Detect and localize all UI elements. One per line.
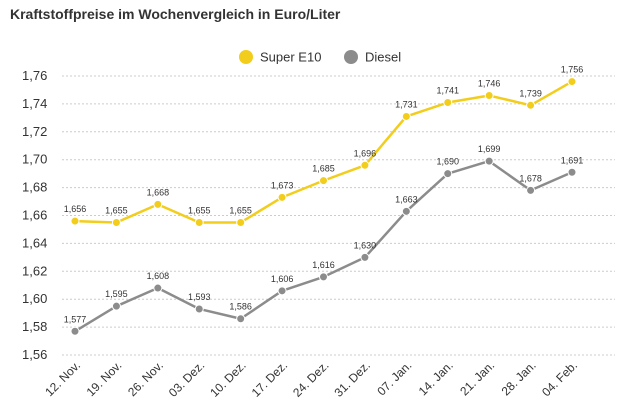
- data-point: [319, 272, 328, 282]
- y-tick-label: 1,68: [22, 180, 47, 195]
- x-tick-label: 04. Feb.: [539, 358, 580, 399]
- data-point: [484, 91, 494, 101]
- data-label: 1,616: [312, 260, 335, 270]
- data-label: 1,696: [354, 148, 377, 158]
- data-label: 1,577: [64, 314, 87, 324]
- data-label: 1,663: [395, 194, 418, 204]
- data-point: [277, 192, 287, 202]
- data-label: 1,586: [229, 302, 252, 312]
- data-point: [319, 176, 328, 186]
- data-point: [153, 199, 163, 209]
- data-point: [277, 286, 287, 296]
- data-point: [153, 283, 163, 293]
- data-point: [70, 216, 80, 226]
- data-label: 1,606: [271, 274, 294, 284]
- data-label: 1,690: [436, 157, 459, 167]
- data-point: [526, 100, 536, 110]
- data-label: 1,691: [561, 155, 584, 165]
- x-tick-label: 03. Dez.: [166, 358, 208, 400]
- data-label: 1,655: [105, 205, 128, 215]
- data-label: 1,656: [64, 204, 87, 214]
- data-point: [443, 169, 453, 179]
- data-label: 1,595: [105, 289, 128, 299]
- data-label: 1,678: [519, 173, 542, 183]
- x-tick-label: 17. Dez.: [249, 358, 291, 400]
- x-tick-label: 19. Nov.: [84, 358, 125, 399]
- data-point: [236, 217, 246, 227]
- x-tick-label: 10. Dez.: [207, 358, 249, 400]
- data-label: 1,655: [188, 205, 211, 215]
- data-point: [70, 326, 80, 336]
- data-label: 1,673: [271, 180, 294, 190]
- data-label: 1,668: [147, 187, 170, 197]
- data-point: [236, 314, 246, 324]
- data-label: 1,741: [436, 86, 459, 96]
- y-tick-label: 1,56: [22, 347, 47, 362]
- y-tick-label: 1,58: [22, 319, 47, 334]
- x-tick-label: 14. Jan.: [416, 358, 456, 398]
- data-point: [111, 217, 121, 227]
- x-tick-label: 21. Jan.: [457, 358, 497, 398]
- data-label: 1,756: [561, 65, 584, 75]
- x-tick-label: 07. Jan.: [374, 358, 414, 398]
- data-point: [194, 217, 204, 227]
- data-label: 1,630: [354, 240, 377, 250]
- legend-marker: [344, 50, 358, 64]
- data-point: [484, 156, 494, 166]
- x-tick-label: 31. Dez.: [332, 358, 374, 400]
- data-label: 1,731: [395, 99, 418, 109]
- chart-title: Kraftstoffpreise im Wochenvergleich in E…: [10, 6, 341, 22]
- y-tick-label: 1,72: [22, 124, 47, 139]
- legend-label: Super E10: [260, 50, 321, 65]
- x-tick-label: 24. Dez.: [290, 358, 332, 400]
- data-point: [443, 98, 453, 108]
- data-point: [401, 111, 411, 121]
- data-point: [111, 301, 121, 311]
- y-tick-label: 1,70: [22, 152, 47, 167]
- data-point: [526, 185, 536, 195]
- data-point: [401, 206, 411, 216]
- data-point: [567, 77, 577, 87]
- legend-marker: [239, 50, 253, 64]
- legend-label: Diesel: [365, 50, 401, 65]
- data-point: [194, 304, 204, 314]
- data-label: 1,739: [519, 88, 542, 98]
- x-tick-label: 28. Jan.: [499, 358, 539, 398]
- data-point: [360, 252, 370, 262]
- data-label: 1,655: [229, 205, 252, 215]
- y-tick-label: 1,76: [22, 68, 47, 83]
- data-label: 1,699: [478, 144, 501, 154]
- data-label: 1,608: [147, 271, 170, 281]
- y-tick-label: 1,64: [22, 235, 47, 250]
- data-label: 1,746: [478, 79, 501, 89]
- data-label: 1,685: [312, 164, 335, 174]
- y-tick-label: 1,74: [22, 96, 47, 111]
- y-tick-label: 1,62: [22, 263, 47, 278]
- x-tick-label: 26. Nov.: [125, 358, 166, 399]
- data-label: 1,593: [188, 292, 211, 302]
- y-tick-label: 1,66: [22, 208, 47, 223]
- data-point: [567, 167, 577, 177]
- y-tick-label: 1,60: [22, 291, 47, 306]
- x-tick-label: 12. Nov.: [42, 358, 83, 399]
- data-point: [360, 160, 370, 170]
